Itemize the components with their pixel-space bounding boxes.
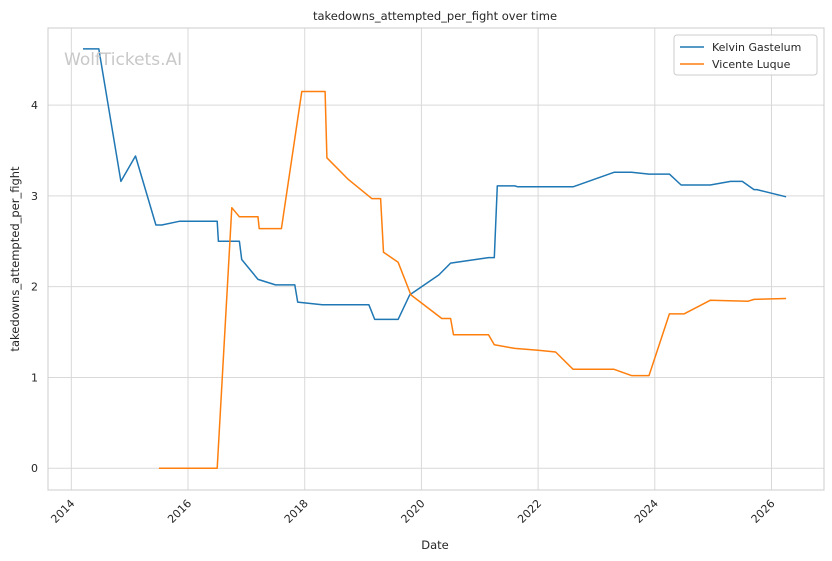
y-axis-label: takedowns_attempted_per_fight [8, 166, 22, 352]
y-tick-label: 2 [31, 281, 38, 294]
x-tick-label: 2016 [165, 497, 194, 526]
x-tick-label: 2014 [48, 497, 77, 526]
x-axis-ticks: 2014 2016 2018 2020 2022 2024 2026 [48, 497, 777, 526]
x-tick-label: 2024 [632, 497, 661, 526]
chart-title: takedowns_attempted_per_fight over time [313, 9, 557, 23]
series-line-1 [158, 90, 787, 469]
y-tick-label: 3 [31, 190, 38, 203]
plot-frame [47, 27, 825, 491]
watermark: WolfTickets.AI [64, 50, 182, 70]
y-axis-ticks: 0 1 2 3 4 [31, 99, 38, 475]
y-tick-label: 4 [31, 99, 38, 112]
y-tick-label: 0 [31, 462, 38, 475]
x-tick-label: 2020 [399, 497, 428, 526]
x-tick-label: 2022 [515, 497, 544, 526]
x-tick-label: 2026 [749, 497, 778, 526]
series-line-0 [83, 48, 787, 321]
legend-label-0: Kelvin Gastelum [712, 41, 801, 54]
legend-box [673, 34, 818, 76]
grid [48, 28, 824, 490]
x-axis-label: Date [421, 538, 449, 552]
x-tick-label: 2018 [282, 497, 311, 526]
legend-label-1: Vicente Luque [712, 58, 791, 71]
series-lines [83, 48, 787, 469]
legend: Kelvin Gastelum Vicente Luque [673, 34, 818, 76]
y-tick-label: 1 [31, 371, 38, 384]
